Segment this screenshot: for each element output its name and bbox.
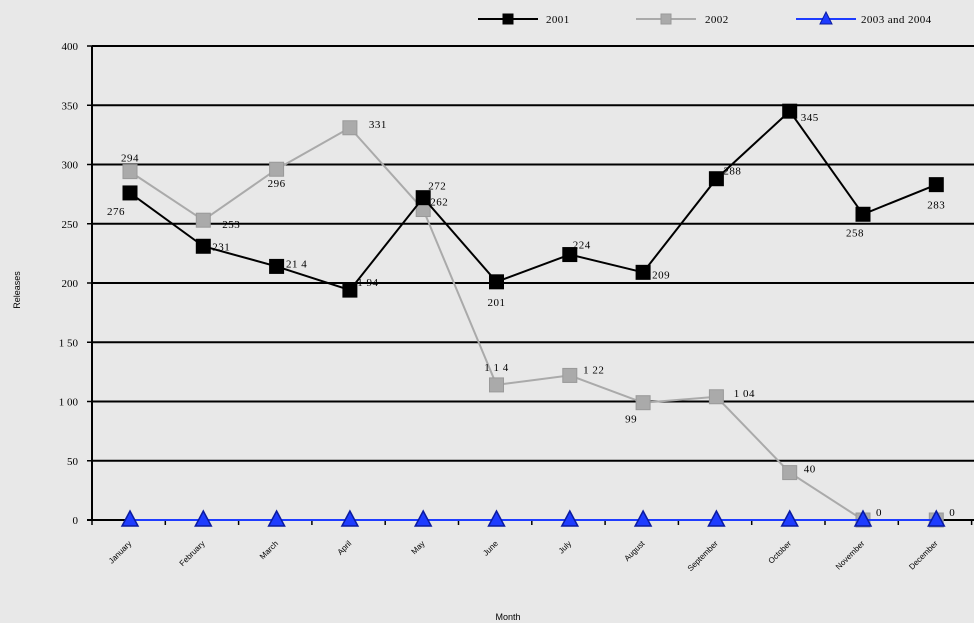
x-tick-label: September — [686, 539, 720, 573]
y-tick-label: 1 50 — [59, 337, 79, 349]
data-label: 276 — [107, 206, 125, 218]
data-point — [633, 509, 653, 527]
x-tick-label: October — [767, 539, 794, 566]
data-point — [413, 509, 433, 527]
y-tick-label: 300 — [62, 160, 79, 172]
series-line-1 — [129, 126, 937, 521]
data-point — [120, 509, 140, 527]
data-point — [267, 509, 286, 527]
data-label: 0 — [876, 507, 882, 519]
data-point — [560, 509, 580, 527]
data-point — [635, 264, 651, 280]
y-tick-label: 50 — [67, 456, 79, 468]
x-tick-label: January — [107, 539, 133, 565]
x-tick-label: April — [336, 539, 354, 557]
legend: 2001 2002 2003 and 2004 — [478, 10, 932, 26]
data-label: 283 — [927, 200, 945, 212]
data-point — [927, 509, 946, 527]
data-point — [340, 509, 360, 527]
data-point — [194, 509, 213, 527]
x-tick-label: November — [834, 539, 867, 572]
x-tick-label: August — [623, 539, 648, 564]
data-point — [195, 238, 211, 254]
x-tick-label: February — [178, 539, 207, 568]
legend-label-1: 2002 — [705, 14, 729, 26]
data-point — [708, 389, 724, 405]
data-point — [782, 465, 798, 481]
data-point — [780, 509, 799, 527]
y-axis-title: Releases — [12, 271, 22, 309]
data-label: 294 — [121, 153, 139, 165]
data-point — [415, 190, 431, 206]
data-point — [562, 247, 578, 263]
data-label: 231 — [212, 241, 230, 253]
data-label: 258 — [846, 227, 864, 239]
data-point — [928, 177, 944, 193]
data-label: 253 — [222, 219, 240, 231]
y-tick-label: 1 00 — [59, 397, 79, 409]
x-tick-label: May — [410, 539, 427, 556]
data-point — [562, 367, 578, 383]
data-label: 331 — [369, 119, 387, 131]
x-tick-label: March — [258, 539, 280, 561]
data-point — [853, 509, 873, 527]
data-point — [489, 274, 504, 290]
data-label: 1 94 — [357, 277, 378, 289]
series-line-0 — [129, 109, 937, 292]
data-label: 1 22 — [583, 364, 604, 376]
data-point — [782, 103, 798, 119]
data-label: 1 04 — [734, 388, 755, 400]
legend-label-0: 2001 — [546, 14, 570, 26]
data-label: 262 — [430, 197, 448, 209]
data-point — [708, 171, 724, 187]
data-label: 345 — [801, 112, 819, 124]
data-label: 1 1 4 — [484, 362, 509, 374]
data-label: 99 — [625, 414, 637, 426]
data-point — [195, 212, 211, 228]
legend-label-2: 2003 and 2004 — [861, 14, 932, 26]
x-tick-label: June — [481, 539, 500, 558]
series-lines — [120, 103, 946, 528]
data-label: 224 — [573, 240, 591, 252]
y-tick-labels: 0 50 1 00 1 50 200 250 300 350 400 — [59, 41, 79, 527]
y-tick-label: 400 — [62, 41, 79, 53]
data-label: 201 — [488, 297, 506, 309]
x-tick-label: December — [907, 539, 940, 572]
y-tick-label: 250 — [62, 219, 79, 231]
data-point — [635, 395, 651, 411]
legend-marker-1 — [660, 13, 672, 25]
x-axis-title: Month — [495, 612, 520, 622]
data-point — [122, 164, 138, 180]
data-point — [342, 282, 358, 298]
x-tick-labels: January February March April May June July Augu… — [107, 539, 940, 574]
data-label: 21 4 — [286, 258, 307, 270]
data-point — [122, 185, 138, 201]
y-tick-label: 350 — [62, 100, 79, 112]
x-tick-label: July — [557, 539, 573, 555]
y-tick-label: 0 — [73, 515, 79, 527]
data-point — [707, 509, 726, 527]
data-point — [487, 509, 506, 527]
data-point — [489, 377, 504, 393]
data-labels: 276 231 21 4 1 94 272 201 224 209 288 345 258 283 29… — [107, 112, 955, 519]
data-label: 209 — [652, 269, 670, 281]
data-point — [855, 206, 871, 222]
data-point — [269, 258, 285, 274]
data-label: 272 — [428, 181, 446, 193]
axes — [87, 46, 974, 525]
grid-lines — [87, 45, 974, 521]
data-label: 0 — [949, 507, 955, 519]
legend-marker-0 — [502, 13, 514, 25]
data-point — [342, 120, 358, 136]
y-tick-label: 200 — [62, 278, 79, 290]
data-label: 40 — [804, 464, 816, 476]
data-point — [269, 161, 285, 177]
data-label: 296 — [268, 178, 286, 190]
legend-marker-2 — [819, 10, 833, 25]
data-label: 288 — [723, 166, 741, 178]
